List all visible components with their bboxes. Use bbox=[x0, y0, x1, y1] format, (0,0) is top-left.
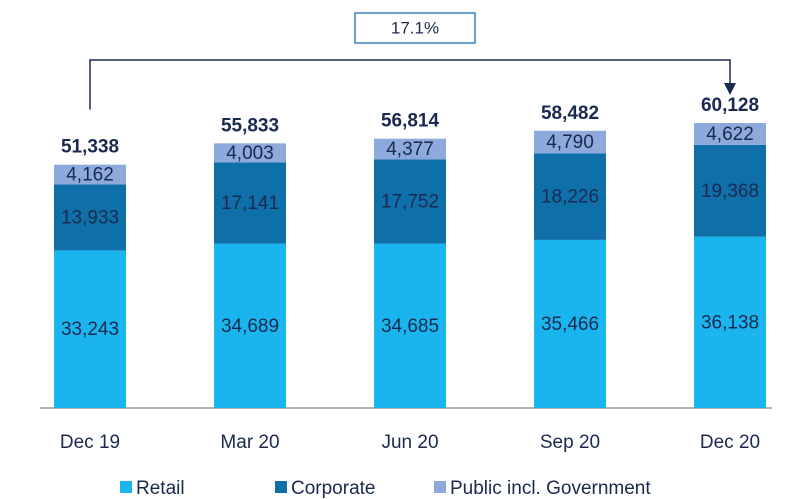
value-label: 35,466 bbox=[541, 314, 599, 335]
total-label: 60,128 bbox=[701, 95, 759, 116]
bar-segment bbox=[694, 123, 766, 145]
value-label: 33,243 bbox=[61, 319, 119, 340]
value-label: 34,685 bbox=[381, 316, 439, 337]
total-label: 55,833 bbox=[221, 115, 279, 136]
legend-swatch bbox=[120, 481, 132, 493]
bar-segment bbox=[54, 250, 126, 408]
bar-segment bbox=[534, 130, 606, 154]
x-tick-label: Jun 20 bbox=[381, 432, 438, 453]
bar-segment bbox=[694, 144, 766, 237]
value-label: 4,162 bbox=[66, 165, 114, 186]
annotation: 17.1% bbox=[391, 18, 439, 37]
value-label: 4,377 bbox=[386, 139, 434, 160]
bar-segment bbox=[54, 184, 126, 251]
arrow-head bbox=[724, 83, 736, 95]
value-label: 17,141 bbox=[221, 193, 279, 214]
total-label: 51,338 bbox=[61, 137, 119, 158]
legend-label: Retail bbox=[136, 478, 185, 499]
bar-segment bbox=[374, 159, 446, 244]
value-label: 17,752 bbox=[381, 192, 439, 213]
value-label: 4,003 bbox=[226, 143, 274, 164]
x-tick-label: Dec 19 bbox=[60, 432, 120, 453]
value-label: 4,622 bbox=[706, 124, 754, 145]
value-label: 34,689 bbox=[221, 316, 279, 337]
bar-segment bbox=[214, 243, 286, 408]
bar-segment bbox=[374, 138, 446, 160]
legend-swatch bbox=[275, 481, 287, 493]
legend-label: Public incl. Government bbox=[450, 478, 651, 499]
x-tick-label: Sep 20 bbox=[540, 432, 600, 453]
legend-swatch bbox=[434, 481, 446, 493]
x-tick-label: Mar 20 bbox=[220, 432, 279, 453]
bar-segment bbox=[214, 162, 286, 244]
legend-label: Corporate bbox=[291, 478, 376, 499]
bar-segment bbox=[534, 239, 606, 408]
value-label: 18,226 bbox=[541, 187, 599, 208]
bar-segment bbox=[534, 153, 606, 240]
annotation-box bbox=[354, 12, 476, 44]
total-label: 58,482 bbox=[541, 103, 599, 124]
bracket bbox=[89, 59, 731, 110]
value-label: 13,933 bbox=[61, 207, 119, 228]
bar-segment bbox=[694, 236, 766, 408]
bar-segment bbox=[374, 243, 446, 408]
x-tick-label: Dec 20 bbox=[700, 432, 760, 453]
total-label: 56,814 bbox=[381, 111, 440, 132]
value-label: 4,790 bbox=[546, 132, 594, 153]
value-label: 36,138 bbox=[701, 312, 759, 333]
bar-segment bbox=[54, 164, 126, 185]
bar-segment bbox=[214, 143, 286, 163]
value-label: 19,368 bbox=[701, 181, 759, 202]
